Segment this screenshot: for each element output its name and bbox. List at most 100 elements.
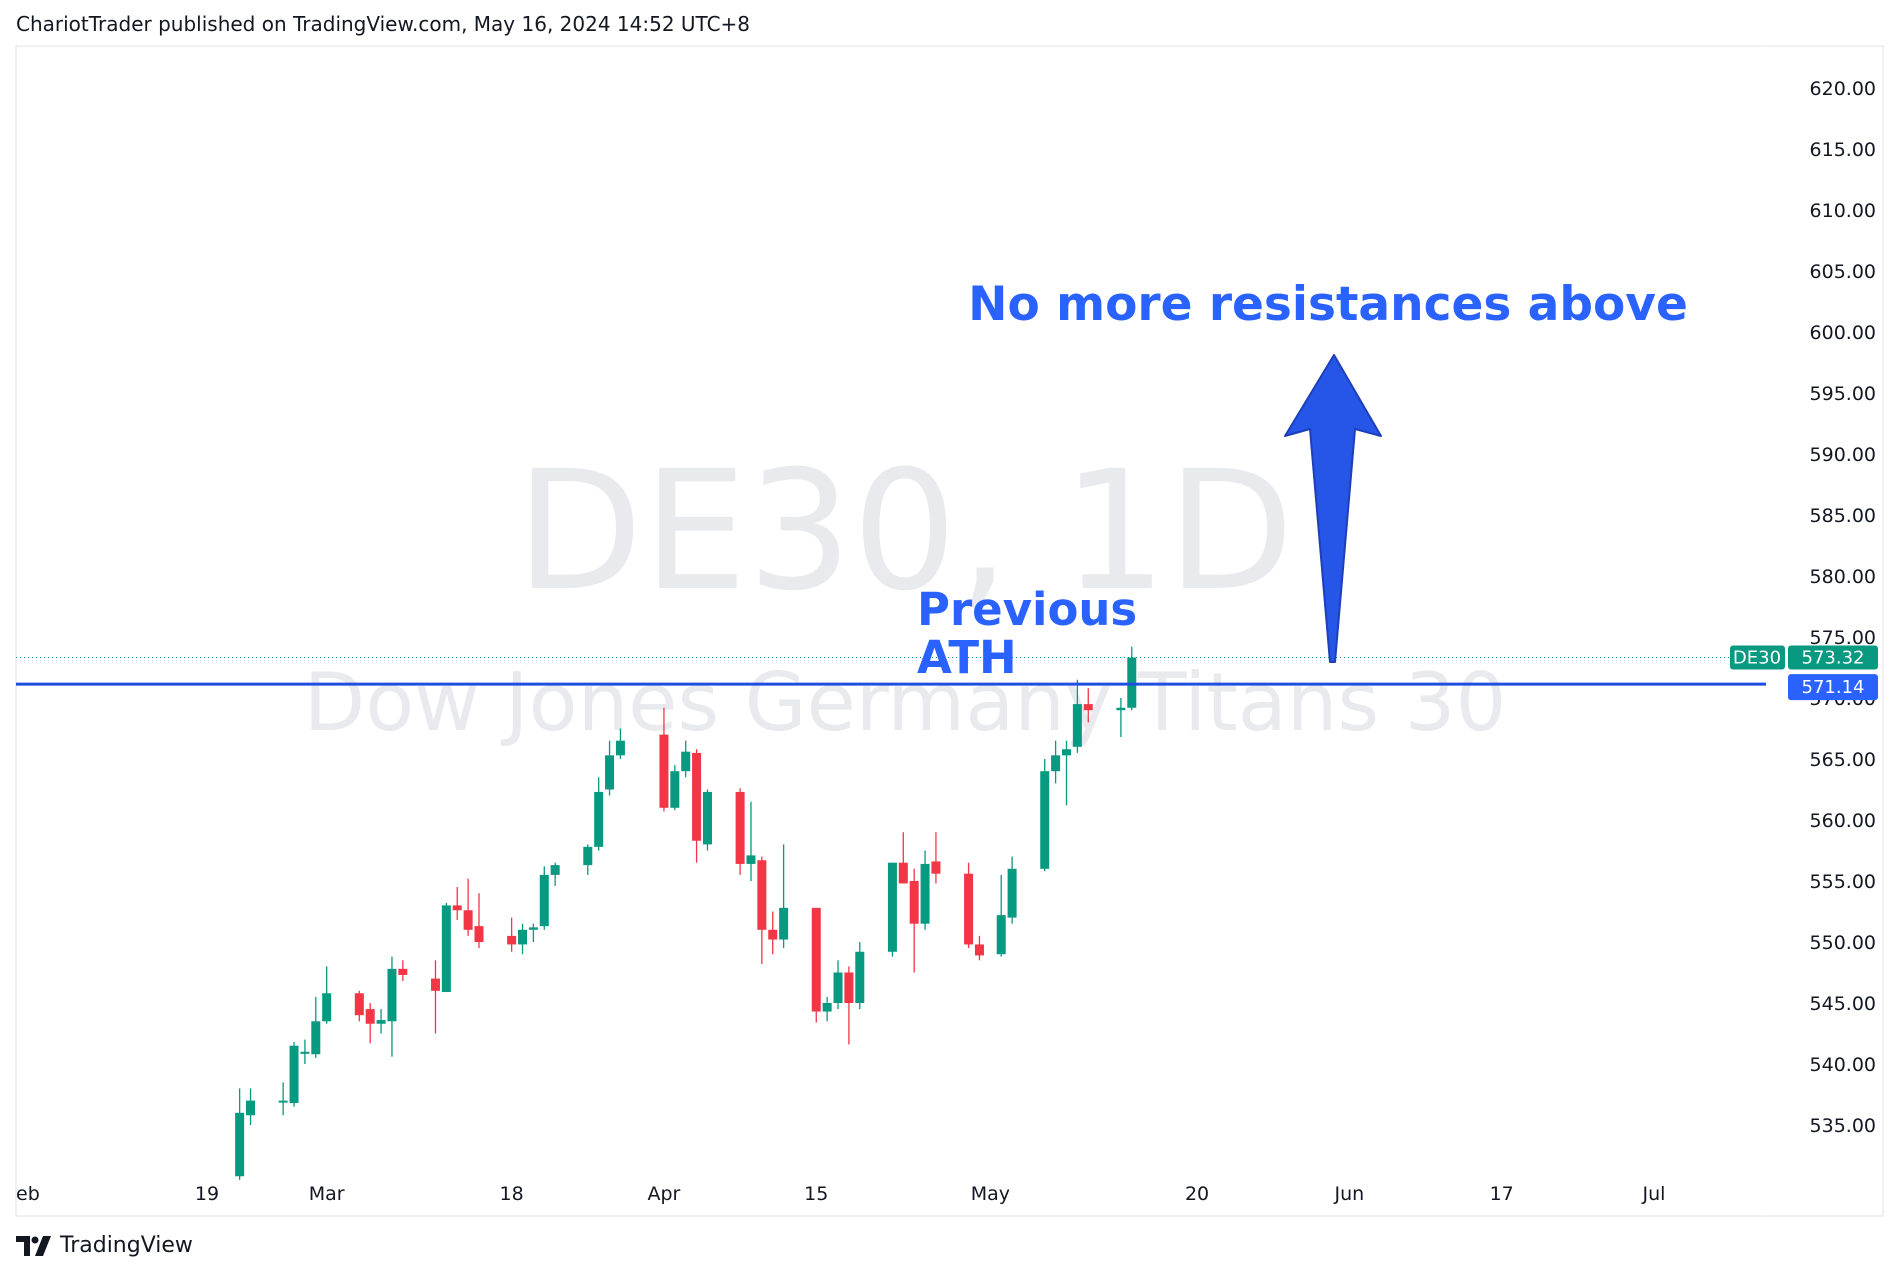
candle [452,887,462,921]
price-tick-label: 610.00 [1810,200,1876,222]
publish-info: ChariotTrader published on TradingView.c… [16,12,751,36]
price-tick-label: 550.00 [1810,932,1876,954]
price-tick-label: 585.00 [1810,505,1876,527]
candle [528,923,538,942]
tradingview-brand-text: TradingView [60,1233,193,1258]
candle-body [670,771,680,808]
candle [235,1088,245,1180]
candle-body [507,935,517,945]
candle-body [833,972,843,1003]
candle [398,960,408,982]
candle [550,862,560,886]
candle [594,777,604,851]
price-axis[interactable]: 535.00 540.00 545.00 550.00 555.00 560.00 565.… [1810,78,1876,1137]
candle [246,1088,256,1125]
candle [300,1039,310,1064]
candle [1040,759,1050,872]
chart-frame [15,45,1884,1217]
time-tick-label: Jun [1334,1183,1365,1205]
time-tick-label: Jul [1642,1183,1666,1205]
candle-body [539,874,549,927]
candle-body [518,929,528,945]
candle [1072,679,1082,753]
candle-body [746,855,756,864]
price-tick-label: 615.00 [1810,139,1876,161]
candle-body [920,863,930,924]
candle [1116,698,1126,738]
candle [1007,856,1017,924]
candle [909,868,919,973]
candle [441,902,451,993]
price-tick-label: 620.00 [1810,78,1876,100]
candle-body [844,972,854,1003]
level-price-tag: 571.14 [1788,674,1878,701]
price-tick-label: 545.00 [1810,993,1876,1015]
candle [833,960,843,1010]
candle-body [615,740,625,756]
time-tick-label: 20 [1185,1183,1209,1205]
candle [855,942,865,1010]
price-tick-label: 590.00 [1810,444,1876,466]
candle-body [887,862,897,952]
candle-body [822,1003,832,1012]
candle [974,935,984,961]
candle [322,966,332,1024]
candle-body [474,926,484,942]
candle-body [605,755,615,790]
tradingview-logo[interactable]: TradingView [16,1233,193,1258]
watermark-symbol: DE30, 1D [516,435,1294,627]
candle-body [1061,749,1071,756]
candle [583,844,593,875]
candle-body [659,734,669,808]
candle-body [964,873,974,945]
candle [779,844,789,949]
time-tick-label: 18 [500,1183,524,1205]
price-tick-label: 565.00 [1810,749,1876,771]
watermark-name: Dow Jones Germany Titans 30 [304,656,1507,749]
last-price-tag: DE30 573.32 [1730,645,1878,670]
candle-body [311,1021,321,1055]
price-tick-label: 540.00 [1810,1054,1876,1076]
time-tick-label: Apr [648,1183,681,1205]
candle [887,862,897,957]
candle [474,893,484,949]
time-axis[interactable]: eb 19 Mar 18 Apr 15 May 20 Jun 17 Jul [16,1183,1665,1205]
candle-body [996,915,1006,955]
headline-annotation: No more resistances above [968,277,1688,332]
time-tick-label: eb [16,1183,40,1205]
price-tick-label: 560.00 [1810,810,1876,832]
candle [615,728,625,759]
candle-body [430,978,440,991]
candle-body [898,862,908,884]
candle [463,878,473,936]
tradingview-logo-icon [16,1235,51,1256]
candle-body [387,968,397,1022]
candle [692,749,702,863]
candle [844,966,854,1045]
time-tick-label: Mar [309,1183,345,1205]
candle-body [398,968,408,975]
candle-body [322,993,332,1022]
last-price-symbol: DE30 [1733,647,1781,668]
candle-body [1116,707,1126,711]
candle [278,1082,288,1116]
candle-body [300,1051,310,1054]
candle [920,850,930,930]
price-tick-label: 595.00 [1810,383,1876,405]
candle [430,960,440,1034]
candle-body [779,907,789,940]
candle [659,707,669,812]
candle-body [289,1045,299,1104]
candle [822,996,832,1022]
candle-body [365,1009,375,1024]
price-tick-label: 535.00 [1810,1115,1876,1137]
time-tick-label: 15 [804,1183,828,1205]
candle [376,1009,386,1034]
candle-body [768,929,778,940]
time-tick-label: 17 [1490,1183,1514,1205]
candle-body [1007,868,1017,918]
candle-body [441,905,451,993]
candle-body [757,860,767,930]
